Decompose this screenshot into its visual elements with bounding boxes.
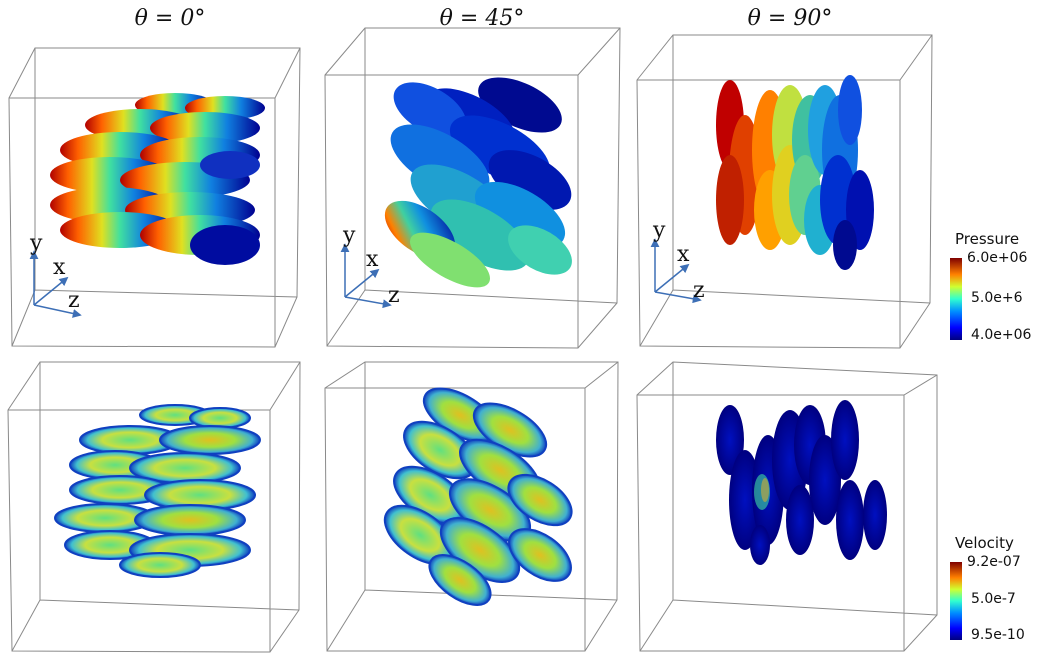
- box-velocity-45: [324, 361, 619, 652]
- pressure-colorbar: [950, 258, 962, 340]
- axis-label-z: z: [388, 283, 400, 308]
- box-pressure-0: [8, 47, 301, 348]
- velocity-fractures-theta-90: [716, 400, 887, 565]
- column-title-theta-90: θ = 90°: [747, 6, 833, 31]
- column-title-theta-45: θ = 45°: [439, 6, 525, 31]
- axis-label-y: y: [652, 218, 666, 243]
- pressure-colorbar-max: 6.0e+06: [967, 250, 1028, 266]
- box-pressure-90: [636, 34, 933, 349]
- velocity-colorbar: [950, 562, 962, 640]
- axis-label-x: x: [366, 247, 379, 272]
- pressure-colorbar-mid: 5.0e+6: [971, 290, 1023, 306]
- bounding-boxes: [7, 27, 938, 653]
- axis-label-y: y: [29, 231, 43, 256]
- axis-label-x: x: [53, 255, 66, 280]
- pressure-fractures-theta-90: [716, 75, 874, 270]
- box-velocity-0: [7, 361, 301, 653]
- velocity-colorbar-max: 9.2e-07: [967, 554, 1021, 570]
- pressure-colorbar-title: Pressure: [955, 230, 1020, 248]
- pressure-colorbar-min: 4.0e+06: [971, 327, 1032, 343]
- pressure-fractures-theta-45: [384, 77, 572, 288]
- box-pressure-45: [324, 27, 621, 349]
- pressure-fractures-theta-0: [50, 93, 265, 265]
- axis-label-z: z: [693, 278, 705, 303]
- axis-triads: [29, 238, 702, 318]
- velocity-colorbar-mid: 5.0e-7: [971, 591, 1016, 607]
- velocity-colorbar-min: 9.5e-10: [971, 627, 1025, 643]
- box-velocity-90: [636, 361, 938, 652]
- axis-label-z: z: [68, 288, 80, 313]
- axis-label-y: y: [342, 223, 356, 248]
- velocity-colorbar-title: Velocity: [955, 534, 1014, 552]
- axis-label-x: x: [677, 242, 690, 267]
- velocity-fractures-theta-0: [54, 404, 261, 578]
- column-title-theta-0: θ = 0°: [134, 6, 206, 31]
- velocity-fractures-theta-45: [383, 387, 573, 606]
